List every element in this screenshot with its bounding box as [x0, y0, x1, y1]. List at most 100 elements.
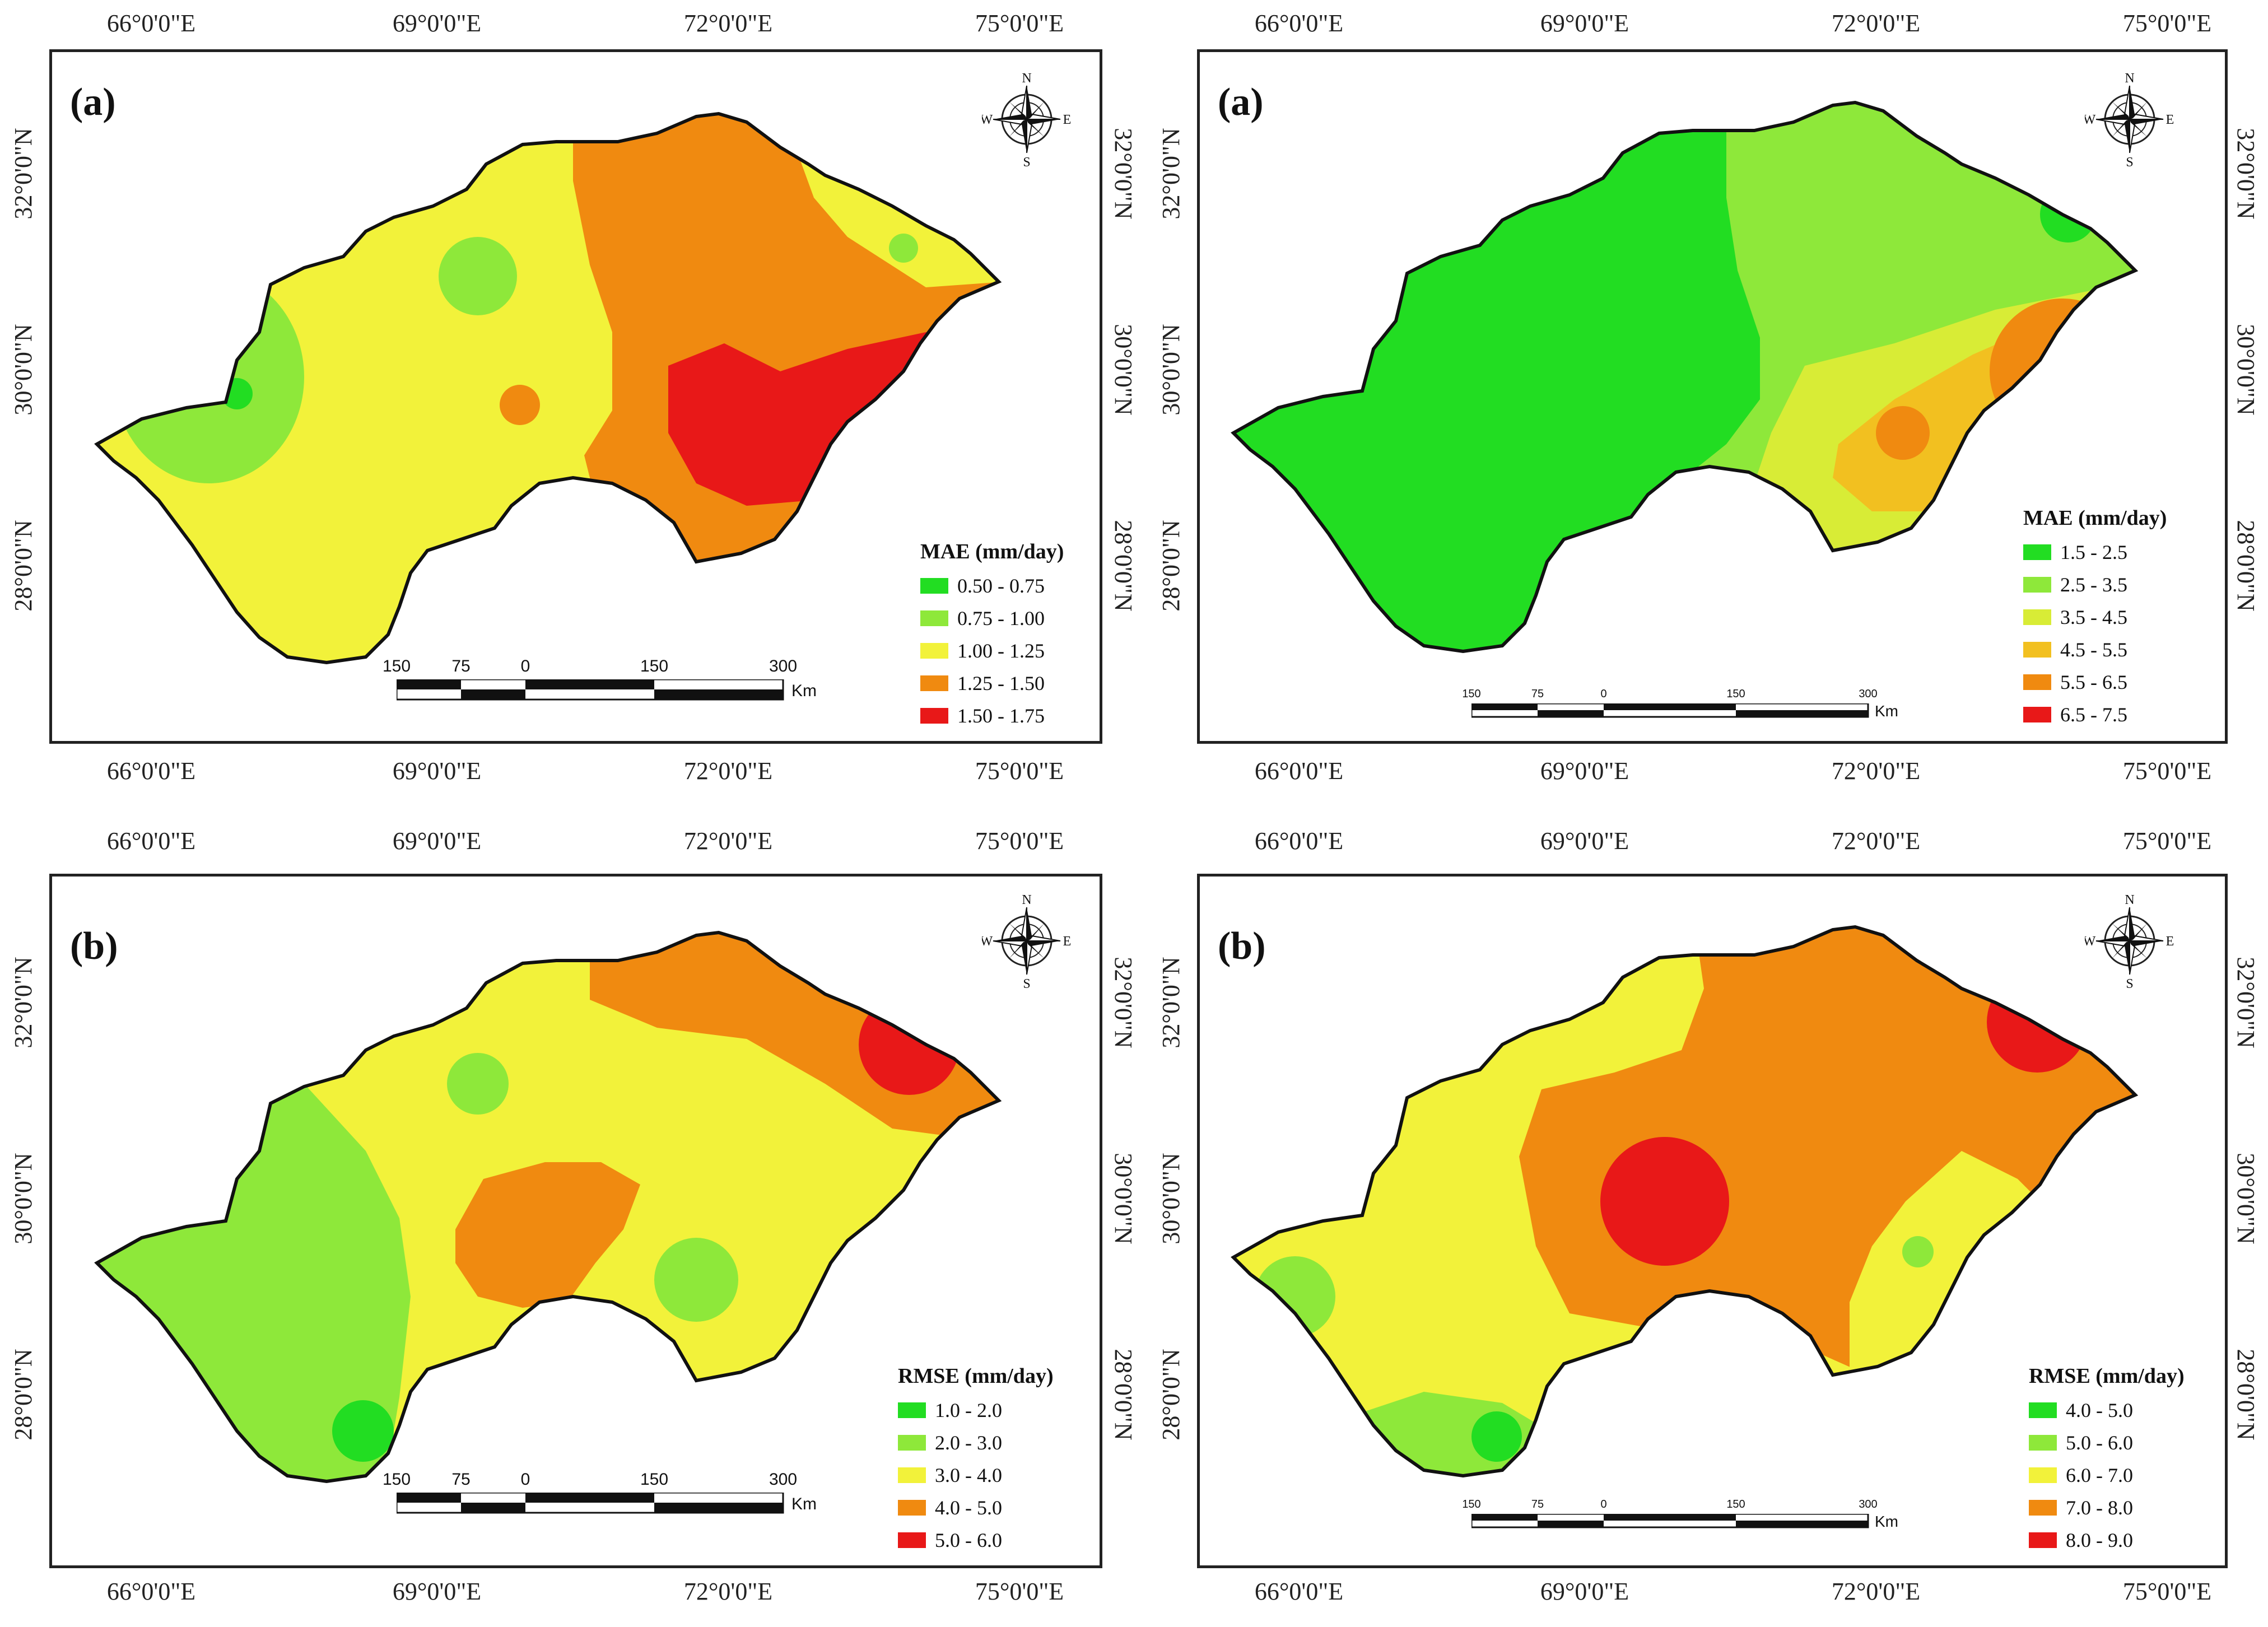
lon-label: 69°0'0"E [392, 757, 482, 785]
legend-title: MAE (mm/day) [2023, 506, 2167, 530]
north-arrow-icon: N S W E [2085, 72, 2174, 167]
legend-swatch [2023, 609, 2051, 625]
legend-label: 1.0 - 2.0 [935, 1399, 1002, 1421]
zone-green-light [1255, 1256, 1335, 1337]
legend-title: RMSE (mm/day) [2029, 1364, 2185, 1388]
compass-n: N [2125, 72, 2134, 86]
legend-swatch [898, 1532, 926, 1548]
scale-bar: 150 75 0 150 300 Km [383, 657, 817, 702]
lat-label: 28°0'0"N [2232, 1349, 2260, 1440]
zone-green-light [447, 1053, 509, 1115]
lon-label: 75°0'0"E [975, 827, 1064, 855]
lon-label: 66°0'0"E [106, 1578, 196, 1605]
legend-item: 4.0 - 5.0 [898, 1491, 1054, 1524]
lat-label: 32°0'0"N [1157, 128, 1185, 220]
legend-swatch [920, 578, 948, 594]
legend-item: 1.25 - 1.50 [920, 667, 1064, 700]
scale-bar: 150 75 0 150 300 Km [383, 1470, 817, 1515]
map-panel-bottom-right: 66°0'0"E 69°0'0"E 72°0'0"E 75°0'0"E 66°0… [1148, 818, 2268, 1624]
legend-swatch [2023, 544, 2051, 560]
scale-bar: 150 75 0 150 300 Km [1462, 1498, 1898, 1537]
legend-item: 6.5 - 7.5 [2023, 698, 2167, 731]
north-arrow-icon: N S W E [2085, 893, 2174, 989]
lat-label: 32°0'0"N [2232, 957, 2260, 1048]
legend-item: 2.0 - 3.0 [898, 1426, 1054, 1459]
lon-label: 66°0'0"E [1254, 10, 1344, 37]
legend-item: 1.00 - 1.25 [920, 635, 1064, 667]
legend-item: 5.0 - 6.0 [898, 1524, 1054, 1556]
legend-item: 1.0 - 2.0 [898, 1394, 1054, 1426]
lon-label: 75°0'0"E [2122, 757, 2212, 785]
legend-item: 3.5 - 4.5 [2023, 601, 2167, 633]
legend: RMSE (mm/day) 1.0 - 2.0 2.0 - 3.0 3.0 - … [898, 1364, 1054, 1556]
scale-unit: Km [791, 1495, 817, 1513]
legend-label: 5.0 - 6.0 [2066, 1432, 2133, 1454]
scale-tick-label: 150 [1462, 1498, 1481, 1511]
lat-label: 30°0'0"N [1110, 1153, 1137, 1244]
compass-w: W [2085, 113, 2096, 127]
scale-bar-graphic [1471, 1514, 1869, 1528]
lat-label: 30°0'0"N [2232, 324, 2260, 416]
compass-e: E [1063, 934, 1072, 949]
lat-label: 30°0'0"N [1157, 1153, 1185, 1244]
legend-item: 4.5 - 5.5 [2023, 633, 2167, 666]
scale-unit: Km [1875, 1513, 1898, 1530]
lon-label: 66°0'0"E [1254, 1578, 1344, 1605]
legend-swatch [2023, 674, 2051, 690]
legend-swatch [2029, 1467, 2057, 1483]
compass-e: E [1063, 113, 1072, 127]
lat-label: 30°0'0"N [10, 1153, 37, 1244]
legend-label: 8.0 - 9.0 [2066, 1529, 2133, 1551]
lon-label: 69°0'0"E [1540, 10, 1629, 37]
scale-tick-label: 150 [1726, 688, 1745, 700]
zone-green [332, 1400, 394, 1462]
legend-item: 1.50 - 1.75 [920, 700, 1064, 732]
scale-tick-label: 75 [451, 657, 471, 675]
lon-label: 66°0'0"E [1254, 827, 1344, 855]
legend-title: MAE (mm/day) [920, 540, 1064, 563]
lon-label: 75°0'0"E [975, 10, 1064, 37]
legend-item: 5.0 - 6.0 [2029, 1426, 2185, 1459]
lat-label: 28°0'0"N [10, 520, 37, 612]
zone-red [859, 994, 960, 1095]
zone-orange [1990, 299, 2135, 444]
legend-swatch [898, 1467, 926, 1483]
legend-swatch [898, 1500, 926, 1516]
scale-tick-label: 75 [1531, 688, 1544, 700]
legend-label: 2.0 - 3.0 [935, 1432, 1002, 1454]
legend-swatch [920, 643, 948, 659]
map-panel-top-right: 66°0'0"E 69°0'0"E 72°0'0"E 75°0'0"E 66°0… [1148, 0, 2268, 806]
lon-label: 69°0'0"E [392, 10, 482, 37]
scale-unit: Km [791, 682, 817, 700]
legend-item: 2.5 - 3.5 [2023, 568, 2167, 601]
compass-n: N [1022, 72, 1031, 86]
legend: MAE (mm/day) 0.50 - 0.75 0.75 - 1.00 1.0… [920, 539, 1064, 732]
compass-e: E [2166, 113, 2174, 127]
zone-orange [500, 385, 540, 425]
scale-unit: Km [1875, 702, 1898, 720]
compass-w: W [982, 113, 993, 127]
legend-item: 8.0 - 9.0 [2029, 1524, 2185, 1556]
scale-tick-label: 150 [382, 657, 411, 675]
scale-tick-label: 300 [1859, 1498, 1878, 1511]
panel-label: (b) [1218, 925, 1266, 968]
scale-tick-label: 75 [1531, 1498, 1544, 1511]
legend-swatch [920, 708, 948, 724]
lon-label: 75°0'0"E [2122, 10, 2212, 37]
zone-red [1987, 972, 2088, 1073]
legend-item: 5.5 - 6.5 [2023, 666, 2167, 698]
scale-tick-label: 0 [520, 657, 530, 675]
legend-label: 7.0 - 8.0 [2066, 1497, 2133, 1519]
scale-tick-label: 150 [640, 657, 669, 675]
lat-label: 32°0'0"N [1110, 957, 1137, 1048]
zone-green [1471, 1411, 1522, 1462]
legend-item: 1.5 - 2.5 [2023, 536, 2167, 568]
legend-swatch [2029, 1500, 2057, 1516]
scale-bar: 150 75 0 150 300 Km [1462, 688, 1898, 727]
compass-s: S [2126, 155, 2133, 167]
map-panel-bottom-left: 66°0'0"E 69°0'0"E 72°0'0"E 75°0'0"E 66°0… [0, 818, 1137, 1624]
legend-item: 3.0 - 4.0 [898, 1459, 1054, 1491]
scale-tick-label: 300 [769, 1470, 798, 1489]
lat-label: 28°0'0"N [10, 1349, 37, 1440]
scale-tick-label: 150 [640, 1470, 669, 1489]
